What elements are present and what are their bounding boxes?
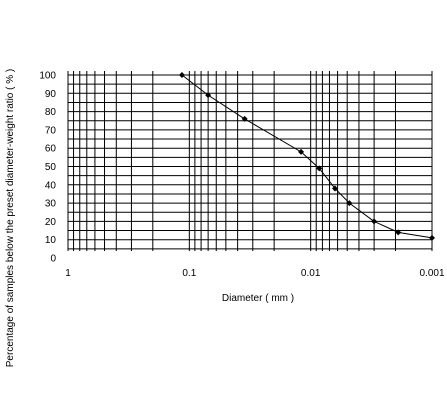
y-tick-label: 90 bbox=[45, 89, 57, 100]
y-tick-label: 50 bbox=[45, 162, 57, 173]
y-tick-label: 10 bbox=[45, 235, 57, 246]
y-tick-label: 20 bbox=[45, 217, 57, 228]
x-tick-label: 1 bbox=[65, 268, 71, 279]
x-tick-labels: 1 0.1 0.01 0.001 bbox=[65, 268, 445, 279]
y-tick-label: 60 bbox=[45, 144, 57, 155]
data-point bbox=[346, 200, 353, 207]
y-tick-labels: 0 10 20 30 40 50 60 70 80 90 100 bbox=[39, 71, 56, 265]
series-group bbox=[178, 72, 435, 241]
data-point bbox=[371, 218, 378, 225]
data-point bbox=[298, 148, 305, 155]
y-tick-label: 40 bbox=[45, 180, 57, 191]
y-tick-label: 30 bbox=[45, 199, 57, 210]
data-point bbox=[178, 72, 185, 78]
data-point bbox=[332, 185, 339, 192]
data-point bbox=[316, 165, 323, 172]
x-tick-label: 0.001 bbox=[419, 268, 444, 279]
y-axis-label: Percentage of samples below the preset d… bbox=[5, 69, 16, 367]
y-tick-label: 100 bbox=[39, 71, 56, 82]
plot-grid bbox=[67, 71, 433, 251]
data-point bbox=[205, 92, 212, 99]
y-tick-label: 80 bbox=[45, 107, 57, 118]
data-point bbox=[241, 115, 248, 122]
x-tick-label: 0.01 bbox=[301, 268, 321, 279]
y-tick-label: 0 bbox=[50, 254, 56, 265]
series-line bbox=[181, 74, 433, 239]
data-point bbox=[395, 229, 402, 236]
x-axis-label: Diameter ( mm ) bbox=[222, 293, 294, 304]
x-tick-label: 0.1 bbox=[182, 268, 196, 279]
y-tick-label: 70 bbox=[45, 125, 57, 136]
data-point bbox=[429, 234, 435, 241]
